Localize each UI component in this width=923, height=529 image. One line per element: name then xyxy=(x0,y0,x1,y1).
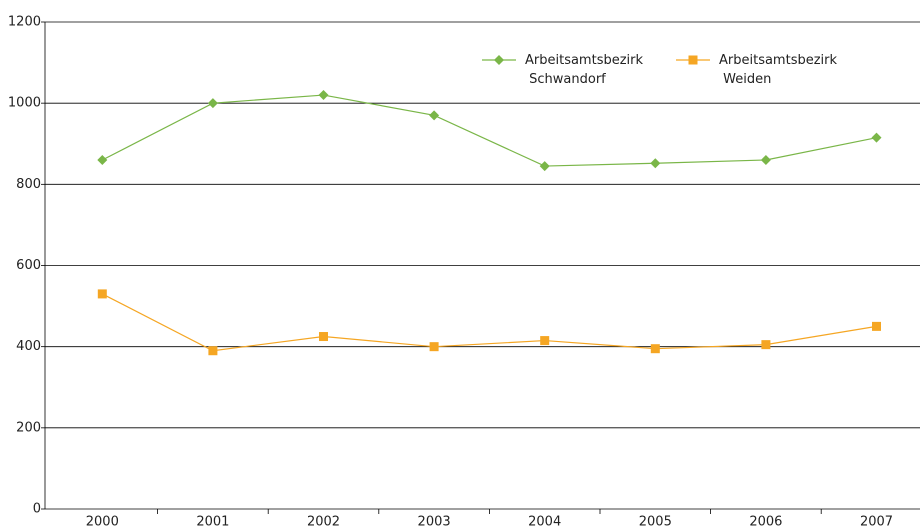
y-tick-label: 1200 xyxy=(8,15,41,30)
series-line xyxy=(102,293,877,352)
x-tick-label: 2005 xyxy=(639,515,672,529)
x-tick-label: 2007 xyxy=(860,515,893,529)
legend-label-line: Schwandorf xyxy=(525,72,606,87)
y-tick-label: 200 xyxy=(16,420,41,435)
marker xyxy=(97,289,107,299)
marker xyxy=(494,55,504,65)
marker xyxy=(650,158,661,169)
x-tick-label: 2003 xyxy=(418,515,451,529)
legend-label: Arbeitsamtsbezirk Weiden xyxy=(719,53,838,87)
x-tick-label: 2004 xyxy=(528,515,561,529)
marker xyxy=(208,346,218,356)
legend-label-line: Arbeitsamtsbezirk xyxy=(719,53,838,68)
marker xyxy=(539,161,550,172)
y-tick-label: 0 xyxy=(33,502,41,517)
marker xyxy=(429,110,440,121)
legend-label-line: Weiden xyxy=(719,72,771,87)
y-tick-label: 1000 xyxy=(8,96,41,111)
y-tick-label: 600 xyxy=(16,258,41,273)
marker xyxy=(650,344,660,354)
legend-label-line: Arbeitsamtsbezirk xyxy=(525,53,644,68)
marker xyxy=(871,132,882,143)
marker xyxy=(760,154,771,165)
marker xyxy=(97,154,108,165)
marker xyxy=(319,332,328,342)
x-tick-label: 2001 xyxy=(196,515,229,529)
marker xyxy=(318,90,329,101)
x-tick-label: 2002 xyxy=(307,515,340,529)
y-tick-label: 400 xyxy=(16,339,41,354)
marker xyxy=(540,336,550,346)
x-tick-label: 2000 xyxy=(86,515,119,529)
x-tick-label: 2006 xyxy=(749,515,782,529)
marker xyxy=(761,340,771,350)
y-tick-label: 800 xyxy=(16,177,41,192)
legend-label: Arbeitsamtsbezirk Schwandorf xyxy=(525,53,644,87)
series-line xyxy=(102,94,877,167)
marker xyxy=(688,55,698,65)
marker xyxy=(872,321,881,331)
marker xyxy=(207,98,218,109)
marker xyxy=(429,342,439,352)
